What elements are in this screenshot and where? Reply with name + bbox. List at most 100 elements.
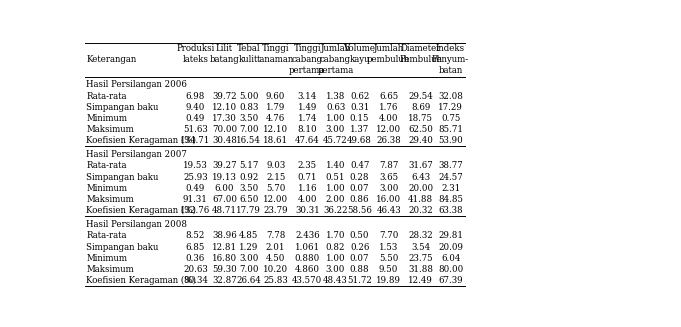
Text: 4.860: 4.860 [295,265,320,274]
Text: Tebal: Tebal [237,44,261,53]
Text: 0.07: 0.07 [350,254,369,263]
Text: 5.00: 5.00 [239,92,259,101]
Text: 70.00: 70.00 [212,125,237,134]
Text: 38.77: 38.77 [439,162,463,170]
Text: 132.76: 132.76 [180,206,210,215]
Text: Maksimum: Maksimum [86,265,134,274]
Text: 0.82: 0.82 [326,243,345,251]
Text: 31.67: 31.67 [409,162,433,170]
Text: 30.48: 30.48 [212,136,237,145]
Text: Penyum-: Penyum- [432,55,469,64]
Text: 1.40: 1.40 [326,162,345,170]
Text: 1.37: 1.37 [350,125,369,134]
Text: Minimum: Minimum [86,184,127,193]
Text: 0.28: 0.28 [350,173,369,182]
Text: Koefisien Keragaman (%): Koefisien Keragaman (%) [86,276,196,285]
Text: Hasil Persilangan 2008: Hasil Persilangan 2008 [86,220,187,229]
Text: 39.72: 39.72 [212,92,237,101]
Text: 20.32: 20.32 [409,206,433,215]
Text: 0.07: 0.07 [350,184,369,193]
Text: 1.00: 1.00 [326,114,345,123]
Text: 4.76: 4.76 [266,114,285,123]
Text: pertama: pertama [317,66,353,76]
Text: 46.43: 46.43 [377,206,401,215]
Text: batang: batang [210,55,239,64]
Text: Minimum: Minimum [86,254,127,263]
Text: 0.51: 0.51 [326,173,345,182]
Text: 23.75: 23.75 [409,254,433,263]
Text: Diameter: Diameter [400,44,441,53]
Text: 58.56: 58.56 [347,206,372,215]
Text: Maksimum: Maksimum [86,195,134,204]
Text: 2.15: 2.15 [266,173,285,182]
Text: 62.50: 62.50 [409,125,433,134]
Text: Tinggi: Tinggi [262,44,289,53]
Text: 26.64: 26.64 [236,276,261,285]
Text: 5.17: 5.17 [239,162,258,170]
Text: 8.10: 8.10 [298,125,317,134]
Text: 1.74: 1.74 [298,114,317,123]
Text: 16.80: 16.80 [212,254,237,263]
Text: 2.00: 2.00 [326,195,345,204]
Text: Rata-rata: Rata-rata [86,231,127,240]
Text: 4.00: 4.00 [379,114,398,123]
Text: 29.40: 29.40 [409,136,433,145]
Text: 6.50: 6.50 [239,195,258,204]
Text: 7.78: 7.78 [266,231,285,240]
Text: 1.79: 1.79 [266,103,285,112]
Text: 0.47: 0.47 [350,162,369,170]
Text: 12.10: 12.10 [263,125,288,134]
Text: 32.87: 32.87 [212,276,237,285]
Text: Koefisien Keragaman (%): Koefisien Keragaman (%) [86,206,196,215]
Text: lateks: lateks [183,55,208,64]
Text: 2.31: 2.31 [441,184,460,193]
Text: 63.38: 63.38 [439,206,463,215]
Text: 80.34: 80.34 [183,276,208,285]
Text: 16.54: 16.54 [236,136,262,145]
Text: 45.72: 45.72 [323,136,348,145]
Text: 3.50: 3.50 [239,184,258,193]
Text: batan: batan [439,66,462,76]
Text: 1.38: 1.38 [326,92,345,101]
Text: 7.70: 7.70 [379,231,398,240]
Text: 91.31: 91.31 [183,195,208,204]
Text: 41.88: 41.88 [408,195,433,204]
Text: 53.90: 53.90 [439,136,463,145]
Text: 4.50: 4.50 [266,254,285,263]
Text: tanaman: tanaman [257,55,294,64]
Text: 1.76: 1.76 [379,103,398,112]
Text: 6.43: 6.43 [411,173,430,182]
Text: 1.00: 1.00 [326,184,345,193]
Text: 2.01: 2.01 [266,243,285,251]
Text: 12.00: 12.00 [376,125,401,134]
Text: Volume: Volume [344,44,375,53]
Text: 18.61: 18.61 [263,136,288,145]
Text: Koefisien Keragaman (%): Koefisien Keragaman (%) [86,136,196,146]
Text: Hasil Persilangan 2006: Hasil Persilangan 2006 [86,80,187,89]
Text: 5.50: 5.50 [379,254,398,263]
Text: 7.87: 7.87 [379,162,398,170]
Text: 26.38: 26.38 [376,136,401,145]
Text: kulit: kulit [239,55,258,64]
Text: 16.00: 16.00 [376,195,401,204]
Text: 0.88: 0.88 [350,265,369,274]
Text: Rata-rata: Rata-rata [86,92,127,101]
Text: 51.63: 51.63 [183,125,208,134]
Text: 17.29: 17.29 [438,103,463,112]
Text: 7.00: 7.00 [239,265,259,274]
Text: cabang: cabang [320,55,351,64]
Text: 84.85: 84.85 [438,195,463,204]
Text: 48.71: 48.71 [212,206,237,215]
Text: 20.09: 20.09 [438,243,463,251]
Text: 0.63: 0.63 [326,103,345,112]
Text: 6.04: 6.04 [441,254,460,263]
Text: 25.83: 25.83 [264,276,288,285]
Text: Pembuluh: Pembuluh [399,55,442,64]
Text: 20.63: 20.63 [183,265,208,274]
Text: 49.68: 49.68 [347,136,372,145]
Text: 9.50: 9.50 [379,265,398,274]
Text: 12.00: 12.00 [263,195,288,204]
Text: Lilit: Lilit [216,44,233,53]
Text: 18.75: 18.75 [409,114,433,123]
Text: 80.00: 80.00 [438,265,463,274]
